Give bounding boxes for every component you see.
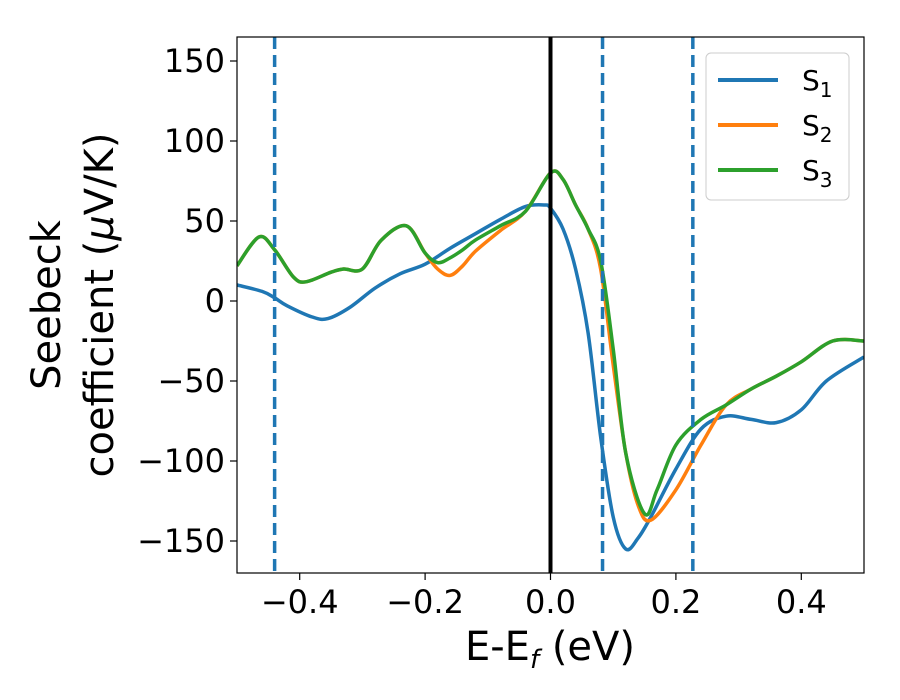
y-tick-label: −150 bbox=[137, 522, 225, 560]
x-axis-label: E-Ef (eV) bbox=[465, 624, 635, 675]
legend-label-1: S1 bbox=[802, 64, 833, 102]
plot-area bbox=[237, 37, 864, 573]
y-tick-label: 50 bbox=[184, 202, 225, 240]
x-tick-label: −0.2 bbox=[386, 583, 464, 621]
y-axis-label: Seebeck coefficient (μV/K) bbox=[24, 133, 123, 478]
x-tick-label: 0.4 bbox=[776, 583, 827, 621]
x-tick-label: 0.0 bbox=[525, 583, 576, 621]
legend: S1 S2 S3 bbox=[705, 52, 850, 201]
y-axis-label-line1: Seebeck bbox=[24, 219, 70, 390]
series-line-1 bbox=[237, 203, 864, 552]
x-axis: −0.4 −0.2 0.0 0.2 0.4 bbox=[261, 573, 827, 621]
y-tick-label: 150 bbox=[164, 42, 225, 80]
x-tick-label: −0.4 bbox=[261, 583, 339, 621]
y-tick-label: 0 bbox=[205, 282, 225, 320]
y-axis-label-line2: coefficient (μV/K) bbox=[77, 133, 123, 478]
y-tick-label: −100 bbox=[137, 442, 225, 480]
y-axis: 150 100 50 0 −50 −100 −150 bbox=[137, 42, 237, 560]
series-line-3 bbox=[237, 169, 864, 517]
y-tick-label: −50 bbox=[157, 362, 225, 400]
legend-label-2: S2 bbox=[802, 109, 833, 147]
x-tick-label: 0.2 bbox=[650, 583, 701, 621]
y-tick-label: 100 bbox=[164, 122, 225, 160]
legend-label-3: S3 bbox=[802, 154, 833, 192]
